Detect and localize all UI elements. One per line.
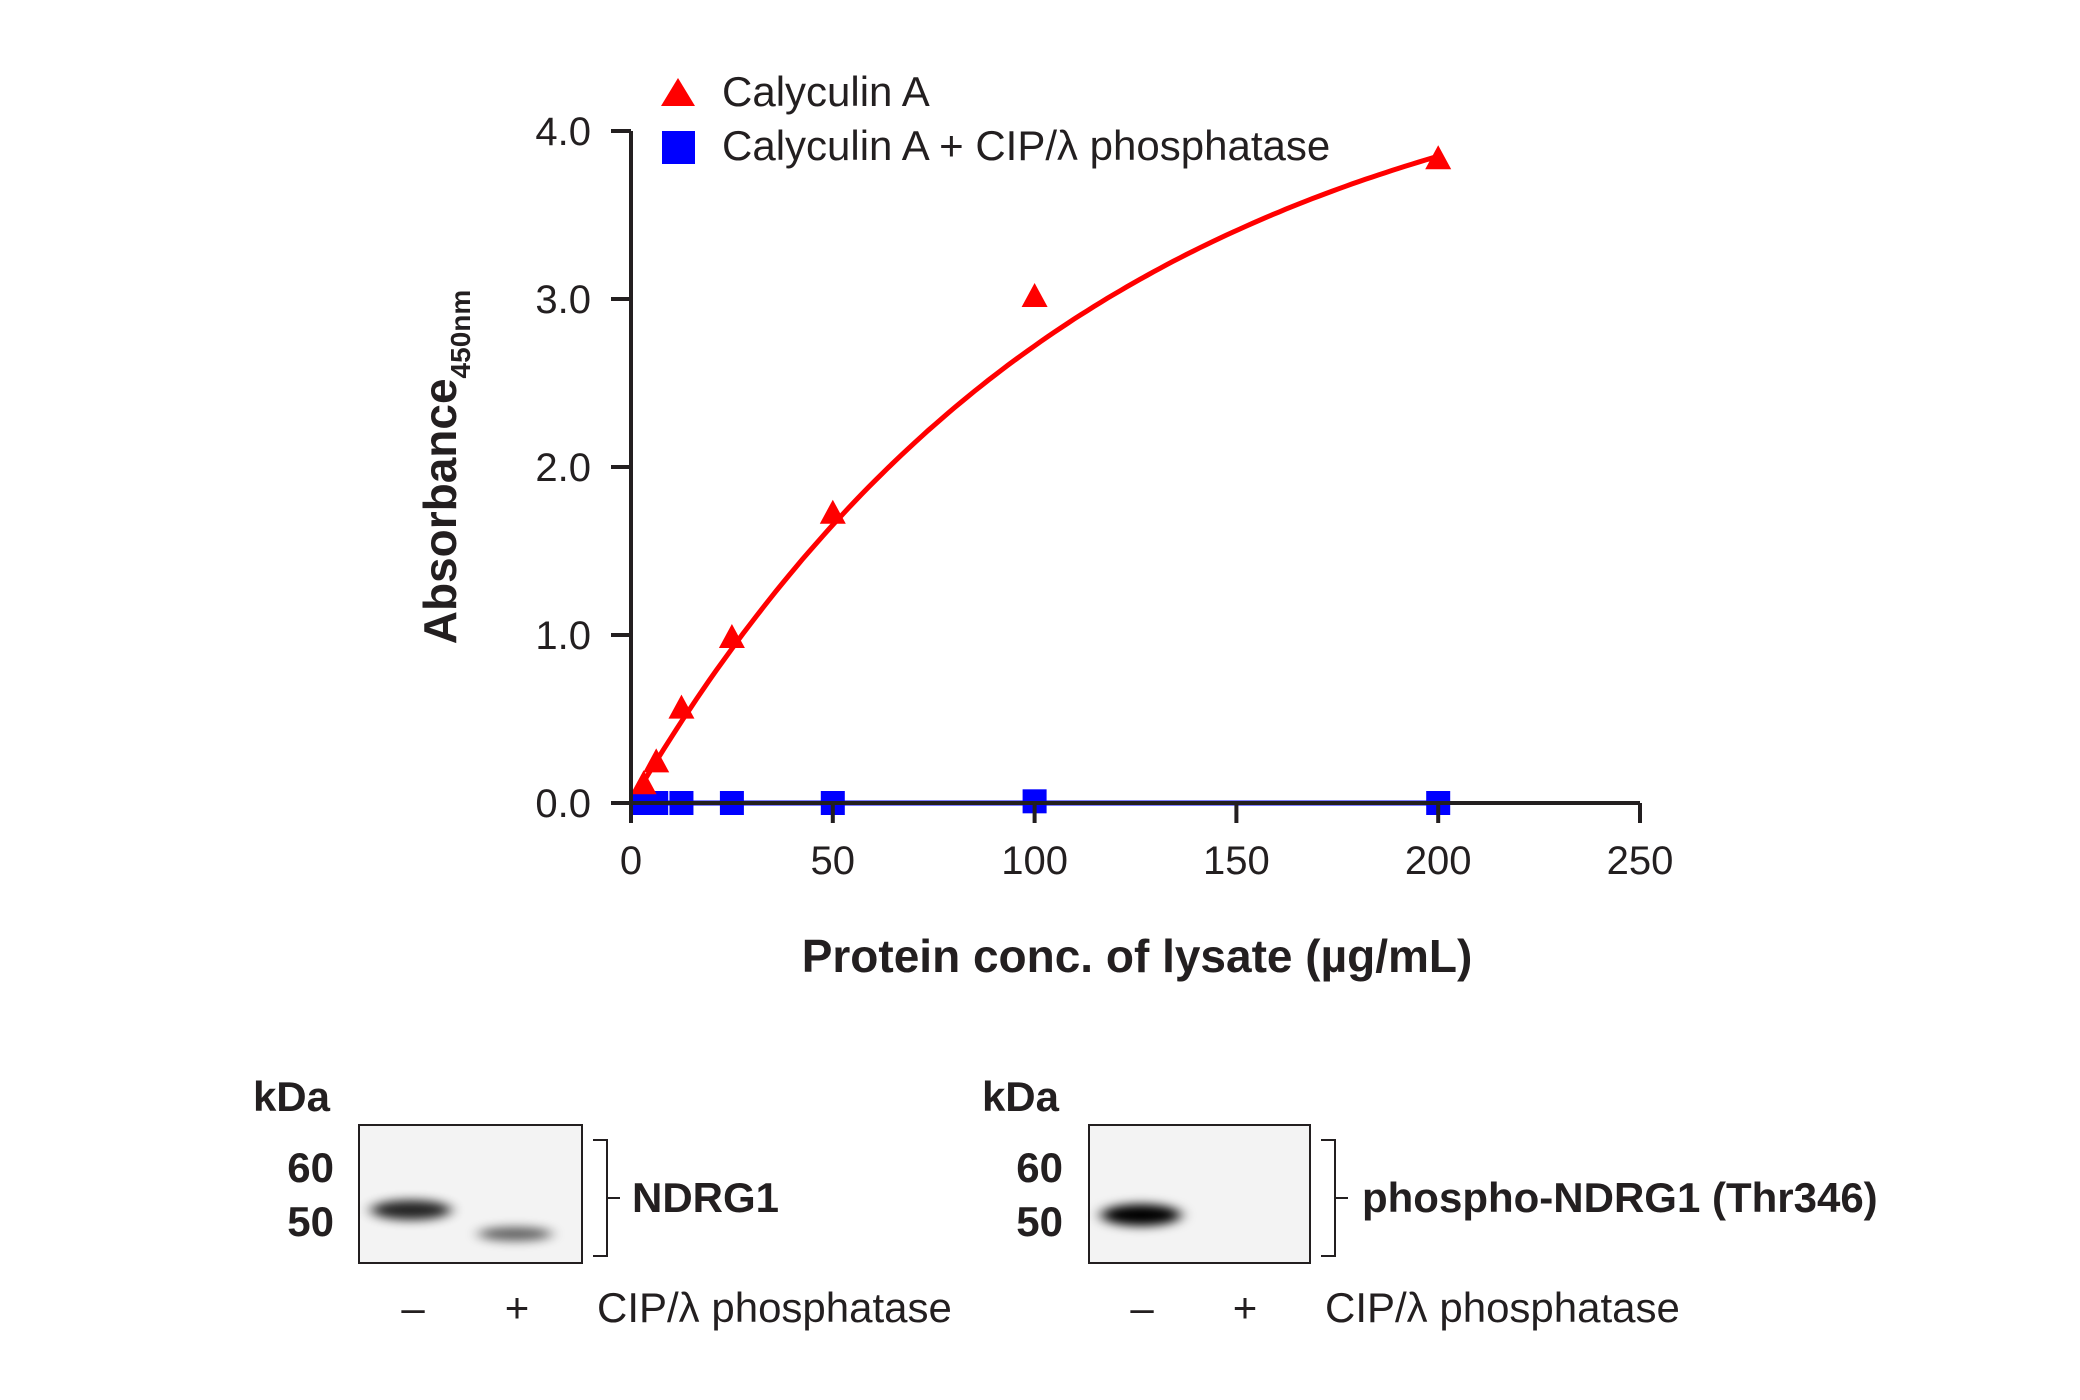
y-tick-label: 0.0 — [535, 782, 591, 826]
target-label: NDRG1 — [632, 1174, 779, 1221]
marker-60: 60 — [287, 1144, 334, 1191]
bracket — [1321, 1139, 1348, 1257]
x-axis-title: Protein conc. of lysate (µg/mL) — [802, 930, 1473, 982]
legend: Calyculin A Calyculin A + CIP/λ phosphat… — [661, 68, 1330, 169]
marker-50: 50 — [287, 1198, 334, 1245]
x-tick-label: 150 — [1203, 839, 1270, 883]
condition-label: CIP/λ phosphatase — [597, 1284, 952, 1331]
lane-minus-label: – — [1130, 1284, 1154, 1331]
absorbance-chart: 0 50 100 150 200 250 0.0 1.0 2.0 3.0 4.0 Protein … — [414, 68, 1673, 982]
band-lane-minus — [1101, 1204, 1181, 1226]
red-triangle-marker — [1021, 283, 1048, 307]
lane-plus-label: + — [1233, 1284, 1258, 1331]
x-tick-label: 200 — [1405, 839, 1472, 883]
y-tick-label: 1.0 — [535, 614, 591, 658]
blot-panel — [358, 1124, 583, 1264]
y-tick-label: 4.0 — [535, 110, 591, 154]
x-tick-label: 0 — [620, 839, 642, 883]
y-axis-title-subscript: 450nm — [445, 290, 476, 379]
bracket — [593, 1139, 620, 1257]
y-axis-title-main: Absorbance — [414, 378, 466, 644]
marker-60: 60 — [1016, 1144, 1063, 1191]
kda-label: kDa — [982, 1073, 1060, 1120]
red-triangle-marker — [668, 694, 695, 719]
legend-label-calyculin-a: Calyculin A — [722, 68, 930, 115]
western-blot-phospho-ndrg1: kDa 60 50 phospho-NDRG1 (Thr346) – + CIP… — [982, 1073, 1878, 1331]
red-triangle-marker — [643, 748, 670, 773]
marker-50: 50 — [1016, 1198, 1063, 1245]
lane-plus-label: + — [505, 1284, 530, 1331]
legend-label-calyculin-a-cip: Calyculin A + CIP/λ phosphatase — [722, 122, 1330, 169]
data-markers — [630, 145, 1452, 815]
x-tick-label: 100 — [1001, 839, 1068, 883]
band-lane-plus — [478, 1227, 552, 1241]
lane-minus-label: – — [401, 1284, 425, 1331]
red-triangle-marker — [819, 499, 846, 524]
calyculin-a-fit-line — [641, 153, 1439, 784]
band-lane-minus — [371, 1200, 451, 1220]
y-tick-label: 3.0 — [535, 278, 591, 322]
x-tick-label: 50 — [811, 839, 856, 883]
legend-square-icon — [662, 131, 695, 164]
x-axis-ticks: 0 50 100 150 200 250 — [620, 803, 1674, 883]
target-label: phospho-NDRG1 (Thr346) — [1362, 1174, 1878, 1221]
kda-label: kDa — [253, 1073, 331, 1120]
y-axis-title: Absorbance450nm — [414, 290, 476, 645]
red-triangle-marker — [1425, 145, 1452, 170]
fit-lines — [641, 153, 1439, 806]
condition-label: CIP/λ phosphatase — [1325, 1284, 1680, 1331]
red-triangle-marker — [718, 624, 745, 649]
blot-panel — [1088, 1124, 1311, 1264]
legend-triangle-icon — [661, 78, 695, 106]
y-axis-ticks: 0.0 1.0 2.0 3.0 4.0 — [535, 110, 631, 826]
y-tick-label: 2.0 — [535, 446, 591, 490]
legend-item-calyculin-a: Calyculin A — [661, 68, 930, 115]
red-triangle-marker — [630, 770, 657, 795]
western-blot-ndrg1: kDa 60 50 NDRG1 – + CIP/λ phosphatase — [253, 1073, 952, 1331]
x-tick-label: 250 — [1607, 839, 1674, 883]
legend-item-calyculin-a-cip: Calyculin A + CIP/λ phosphatase — [662, 122, 1330, 169]
